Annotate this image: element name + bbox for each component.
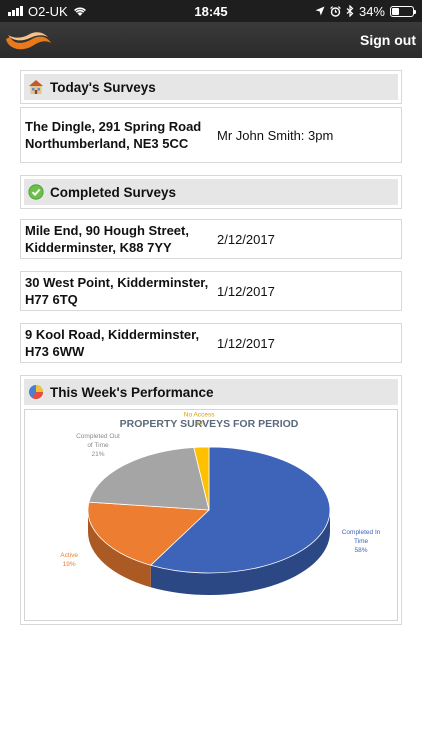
- status-right: 34%: [315, 3, 416, 19]
- house-icon: [29, 80, 43, 94]
- survey-address: Mile End, 90 Hough Street, Kidderminster…: [25, 223, 189, 255]
- survey-appointment: Mr John Smith: 3pm: [217, 127, 334, 143]
- status-left: O2-UK: [8, 4, 87, 19]
- pie-slice: [88, 447, 210, 511]
- pie-value-label: 2%: [194, 421, 204, 428]
- pie-category-label: Active: [60, 552, 78, 559]
- survey-address: 9 Kool Road, Kidderminster, H73 6WW: [25, 327, 200, 359]
- pie-slice-side: [88, 510, 151, 588]
- pie-slice: [87, 501, 210, 566]
- performance-title: This Week's Performance: [50, 384, 214, 400]
- performance-header: This Week's Performance: [24, 379, 398, 405]
- chart-title: PROPERTY SURVEYS FOR PERIOD: [120, 418, 299, 430]
- pie-category-label: Completed Out: [76, 433, 120, 440]
- battery-icon: [390, 5, 416, 17]
- pie-slice: [149, 446, 331, 574]
- alarm-icon: [330, 5, 341, 17]
- survey-date: 1/12/2017: [217, 335, 275, 351]
- completed-surveys-title: Completed Surveys: [50, 184, 177, 200]
- completed-surveys-header: Completed Surveys: [20, 175, 402, 209]
- check-circle-icon: [28, 184, 44, 200]
- completed-survey-item[interactable]: 30 West Point, Kidderminster, H77 6TQ 1/…: [20, 271, 402, 311]
- todays-surveys-title: Today's Surveys: [50, 79, 156, 95]
- status-bar: O2-UK 18:45 34%: [0, 0, 422, 22]
- survey-address: 30 West Point, Kidderminster, H77 6TQ: [25, 275, 209, 307]
- pie-category-label: of Time: [87, 442, 109, 449]
- pie-slice-side: [150, 510, 330, 595]
- sign-out-button[interactable]: Sign out: [360, 32, 416, 48]
- nav-bar: Sign out: [0, 22, 422, 58]
- survey-address: The Dingle, 291 Spring Road Northumberla…: [25, 119, 202, 151]
- pie-chart-icon: [29, 385, 43, 399]
- todays-surveys-header: Today's Surveys: [20, 70, 402, 104]
- pie-category-label: Completed In: [342, 529, 381, 536]
- performance-panel: This Week's Performance PROPERTY SURVEYS…: [20, 375, 402, 625]
- completed-survey-item[interactable]: 9 Kool Road, Kidderminster, H73 6WW 1/12…: [20, 323, 402, 363]
- pie-value-label: 21%: [91, 451, 104, 458]
- pie-chart-svg: PROPERTY SURVEYS FOR PERIOD Completed In…: [60, 412, 381, 595]
- wifi-icon: [73, 7, 86, 16]
- bluetooth-icon: [346, 5, 354, 17]
- todays-survey-item[interactable]: The Dingle, 291 Spring Road Northumberla…: [20, 107, 402, 163]
- pie-value-label: 19%: [63, 561, 76, 568]
- completed-survey-item[interactable]: Mile End, 90 Hough Street, Kidderminster…: [20, 219, 402, 259]
- main-content: Today's Surveys The Dingle, 291 Spring R…: [20, 70, 402, 625]
- pie-category-label: No Access: [184, 412, 215, 419]
- app-logo-icon: [6, 32, 51, 50]
- pie-value-label: 58%: [355, 547, 368, 554]
- survey-pie-chart: PROPERTY SURVEYS FOR PERIOD Completed In…: [24, 409, 398, 621]
- pie-slice: [193, 446, 210, 511]
- pie-category-label: Time: [354, 538, 369, 545]
- battery-percent: 34%: [358, 3, 385, 19]
- signal-icon: [8, 6, 23, 16]
- survey-date: 2/12/2017: [217, 231, 275, 247]
- location-icon: [315, 6, 325, 16]
- carrier-label: O2-UK: [28, 3, 68, 19]
- survey-date: 1/12/2017: [217, 283, 275, 299]
